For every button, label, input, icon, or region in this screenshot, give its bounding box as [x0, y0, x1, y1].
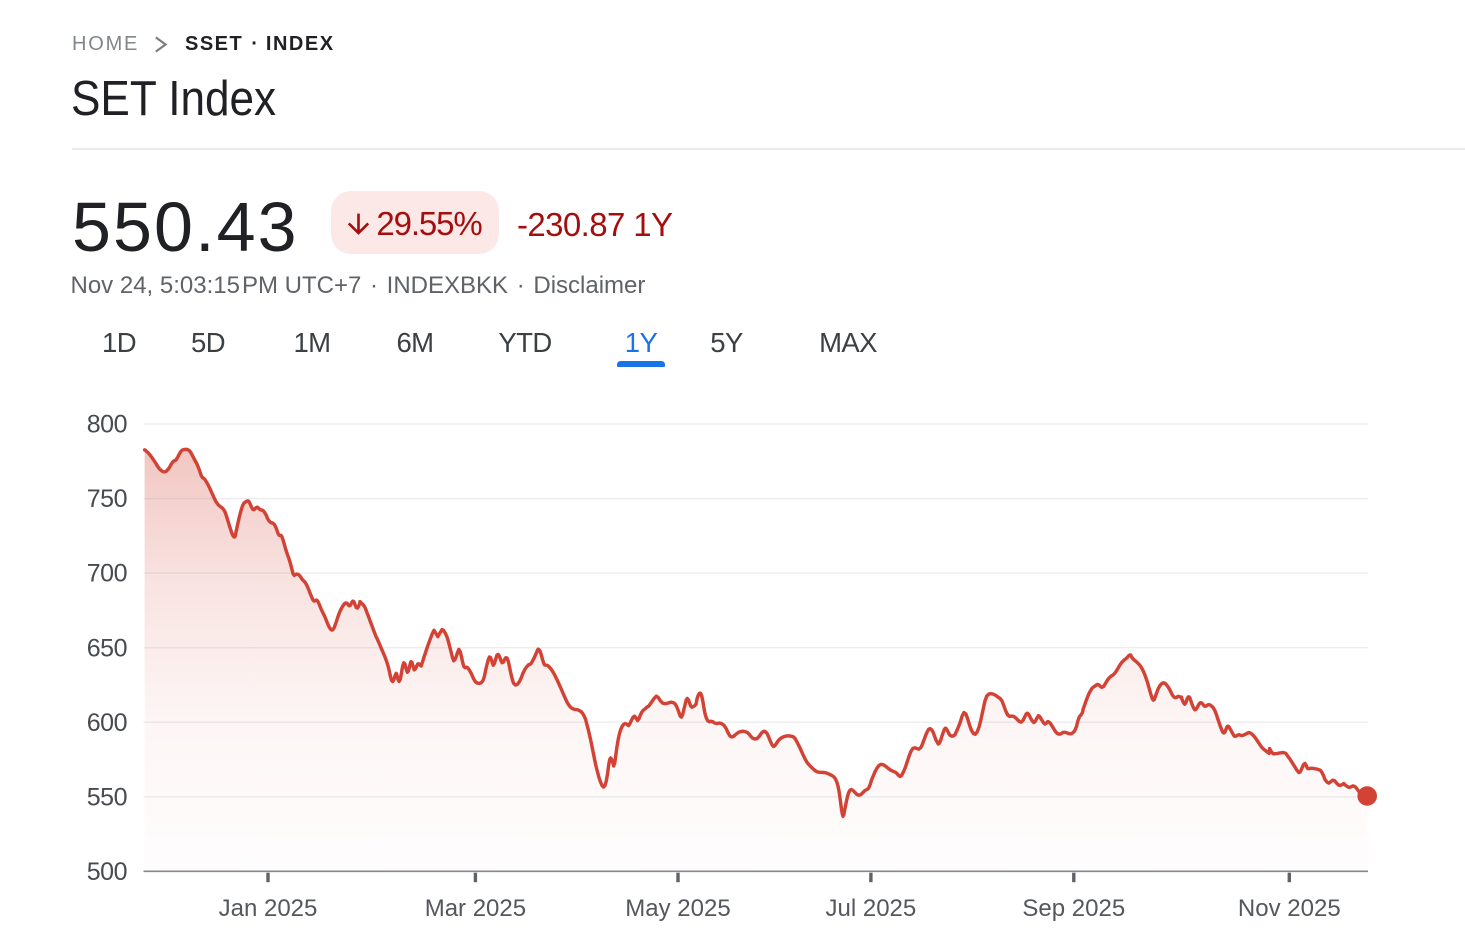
svg-text:Mar 2025: Mar 2025: [425, 895, 526, 922]
svg-text:Jan 2025: Jan 2025: [219, 895, 318, 922]
svg-text:550: 550: [87, 783, 127, 811]
svg-text:May 2025: May 2025: [625, 895, 730, 922]
svg-text:600: 600: [87, 709, 127, 737]
svg-text:800: 800: [87, 411, 127, 439]
svg-text:500: 500: [87, 858, 127, 886]
svg-text:650: 650: [87, 634, 127, 662]
svg-text:700: 700: [87, 560, 127, 588]
svg-text:Nov 2025: Nov 2025: [1238, 895, 1341, 922]
svg-text:750: 750: [87, 485, 127, 513]
svg-text:Jul 2025: Jul 2025: [826, 895, 917, 922]
svg-text:Sep 2025: Sep 2025: [1022, 895, 1125, 922]
